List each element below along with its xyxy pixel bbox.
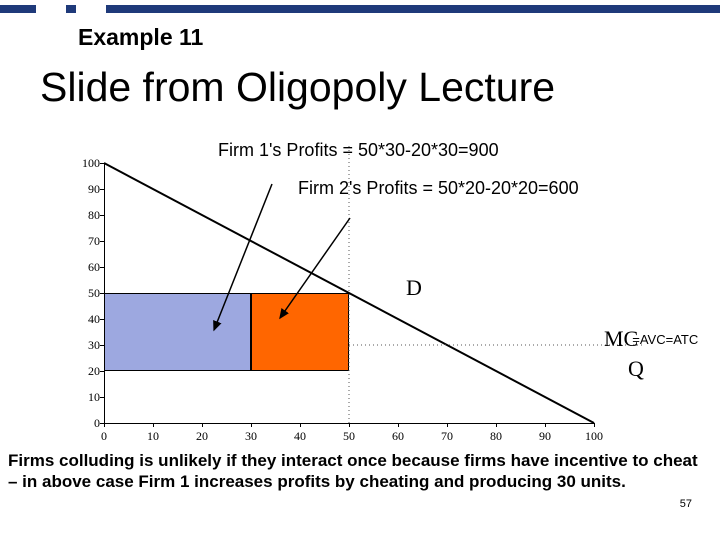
arrow-firm1	[214, 184, 272, 330]
header-bar	[0, 0, 720, 8]
profit1-label: Firm 1's Profits = 50*30-20*30=900	[218, 140, 499, 161]
example-heading: Example 11	[78, 24, 203, 51]
mc-suffix: =AVC=ATC	[632, 332, 698, 347]
slide-number: 57	[680, 498, 692, 510]
slide-title: Slide from Oligopoly Lecture	[40, 64, 555, 111]
q-label: Q	[628, 356, 644, 382]
arrow-firm2	[280, 218, 350, 318]
d-label: D	[406, 275, 422, 301]
mc-label: MC=AVC=ATC	[604, 326, 704, 352]
profit2-label: Firm 2's Profits = 50*20-20*20=600	[298, 178, 579, 199]
body-text: Firms colluding is unlikely if they inte…	[8, 450, 708, 493]
